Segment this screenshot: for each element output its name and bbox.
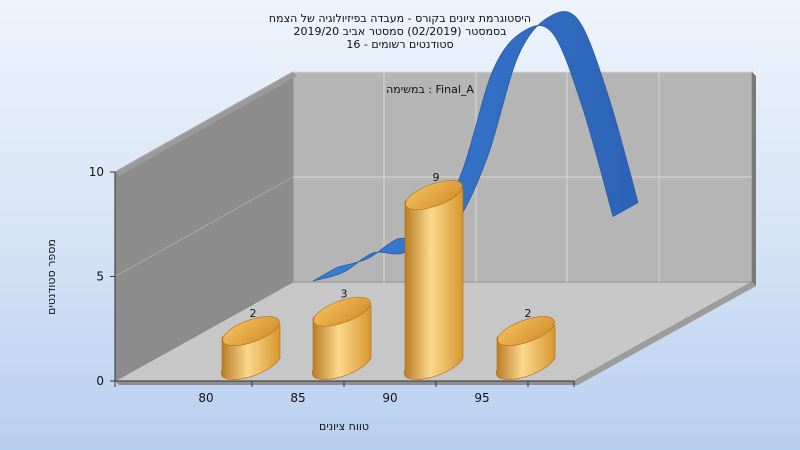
chart-title-line-2: בסמסטר (02/2019) סמסטר אביב 2019/20 <box>293 25 506 38</box>
bar-top <box>497 316 555 346</box>
grid-line-left <box>114 71 294 173</box>
floor-front-edge <box>115 381 578 385</box>
grid-line-left <box>114 176 294 277</box>
bar-top <box>405 180 463 210</box>
y-ticks: 0 5 10 <box>89 165 115 388</box>
grid-lines <box>114 71 752 282</box>
y-tick-label: 5 <box>96 270 104 284</box>
bar-body <box>403 188 464 380</box>
bar-data-label: 9 <box>433 171 440 184</box>
y-tick-label: 10 <box>89 165 104 179</box>
x-tick-label: 80 <box>198 391 213 405</box>
bar-data-label: 3 <box>341 288 348 301</box>
left-wall-top-edge <box>115 72 297 176</box>
y-tick-label: 0 <box>96 374 104 388</box>
x-tick-label: 95 <box>474 391 489 405</box>
back-wall-edge <box>752 72 756 286</box>
bar-1: 3 <box>311 288 372 380</box>
x-ticks: 80 85 90 95 <box>114 381 575 405</box>
bar-top <box>313 296 371 327</box>
bars: 2 3 9 2 <box>220 171 556 380</box>
bar-3: 2 <box>495 307 556 380</box>
chart-annotation: במשימה : Final_A <box>386 83 474 96</box>
chart-title-line-3: סטודנטים רשומים - 16 <box>346 38 453 51</box>
bar-0: 2 <box>220 307 281 380</box>
x-axis-label: טווח ציונים <box>319 420 369 433</box>
bar-data-label: 2 <box>525 307 532 320</box>
x-tick-label: 85 <box>290 391 305 405</box>
floor-right-edge <box>574 282 756 385</box>
chart-title-line-1: היסטוגרמת ציונים בקורס - מעבדה בפיזיולוג… <box>269 12 531 25</box>
x-tick-label: 90 <box>382 391 397 405</box>
y-axis-label: מספר סטודנטים <box>45 239 58 315</box>
bar-top <box>222 316 280 346</box>
bar-data-label: 2 <box>250 307 257 320</box>
bar-2: 9 <box>403 171 464 380</box>
